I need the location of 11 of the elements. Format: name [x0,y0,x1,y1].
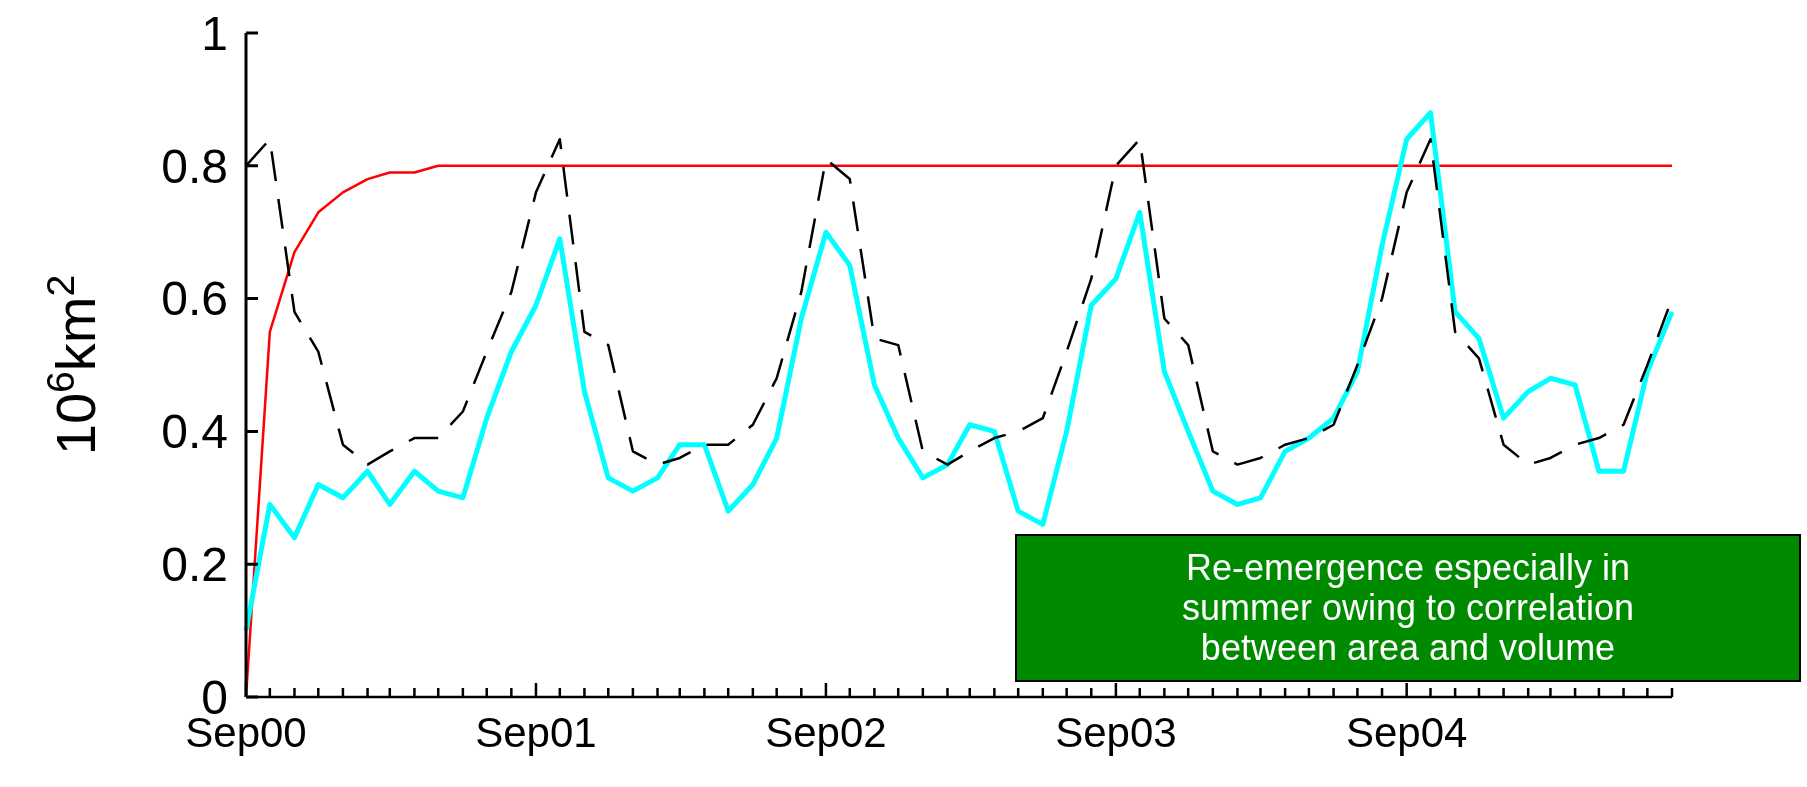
x-tick-label: Sep02 [765,709,887,756]
y-tick-label: 0.2 [161,538,228,591]
y-tick-label: 0.4 [161,405,228,459]
x-tick-label: Sep01 [475,709,597,756]
x-tick-label: Sep03 [1055,709,1177,756]
annotation: Re-emergence especially in summer owing to correlation between area and volume [1181,547,1635,668]
x-tick-label: Sep04 [1345,709,1468,756]
y-tick-label: 0.8 [161,139,228,193]
callout-box: Re-emergence especially in summer owing to correlation between area and volume [1015,534,1801,682]
y-tick-label: 0.6 [161,272,228,326]
y-tick-label: 1 [201,6,228,60]
